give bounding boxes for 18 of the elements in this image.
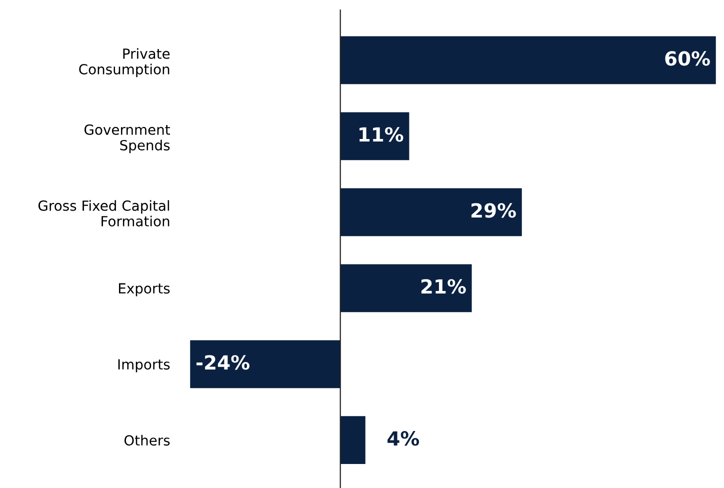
bar (340, 112, 410, 160)
y-tick-label: Gross Fixed Capital Formation (38, 200, 170, 226)
bar (340, 416, 366, 464)
y-tick-label: Imports (118, 359, 170, 372)
bar (340, 264, 472, 312)
y-tick-label: Exports (118, 283, 170, 296)
y-tick-label: Others (124, 434, 170, 446)
data-label: 29% (472, 203, 516, 218)
bar (340, 36, 716, 84)
data-label: 60% (665, 51, 710, 66)
y-tick-label: Private Consumption (79, 48, 170, 78)
data-label: 11% (360, 127, 404, 142)
bar (190, 340, 340, 388)
data-label: 4% (388, 431, 420, 446)
data-label: 21% (421, 279, 466, 294)
data-label: -24% (196, 355, 250, 370)
bar (340, 188, 522, 236)
y-tick-label: Government Spends (84, 124, 170, 154)
